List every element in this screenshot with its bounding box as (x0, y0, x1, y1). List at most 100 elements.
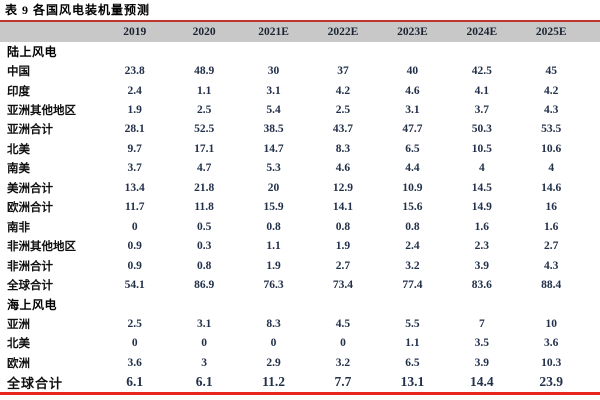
cell-value: 4 (548, 162, 555, 175)
cell-value: 2.4 (127, 84, 142, 97)
row-label: 南美 (7, 163, 30, 176)
cell-value: 4.2 (335, 84, 351, 97)
cell-value: 52.5 (194, 123, 215, 136)
row-label: 美洲合计 (7, 182, 53, 195)
row-label: 全球合计 (7, 375, 64, 391)
cell-value: 3.9 (474, 259, 489, 272)
column-header: 2025E (535, 26, 567, 38)
cell-value: 14.6 (541, 181, 562, 194)
cell-value: 83.6 (471, 278, 492, 291)
cell-value: 1.6 (544, 220, 559, 233)
cell-value: 4.4 (405, 162, 420, 175)
cell-value: 37 (337, 65, 349, 78)
cell-value: 4.6 (335, 162, 351, 175)
cell-value: 11.7 (124, 201, 145, 214)
table-row: 亚洲 2.5 3.1 8.3 4.5 5.5 7 10 (0, 314, 586, 333)
cell-value: 3.7 (474, 104, 489, 117)
cell-value: 3.2 (405, 259, 420, 272)
cell-value: 4.2 (544, 84, 559, 97)
cell-value: 6.1 (126, 374, 144, 390)
cell-value: 23.9 (539, 374, 564, 390)
cell-value: 6.5 (405, 356, 420, 369)
cell-value: 7.7 (334, 374, 352, 390)
cell-value: 15.6 (402, 201, 423, 214)
row-label: 全球合计 (7, 279, 53, 292)
table-row: 海上风电 (0, 295, 586, 314)
cell-value: 14.7 (263, 142, 284, 155)
cell-value: 16 (545, 201, 557, 214)
cell-value: 0.8 (196, 259, 212, 272)
cell-value: 1.9 (127, 104, 142, 117)
cell-value: 3.6 (544, 337, 559, 350)
cell-value: 10.3 (541, 356, 562, 369)
cell-value: 0.8 (266, 220, 281, 233)
cell-value: 2.4 (405, 240, 420, 253)
cell-value: 88.4 (541, 278, 562, 291)
row-label: 中国 (7, 66, 30, 79)
column-header: 2024E (466, 26, 498, 38)
table-row: 欧洲 3.6 3 2.9 3.2 6.5 3.9 10.3 (0, 353, 586, 372)
cell-value: 2.5 (335, 104, 351, 117)
cell-value: 0.9 (127, 259, 142, 272)
cell-value: 3.9 (474, 356, 489, 369)
cell-value: 3 (201, 356, 207, 369)
cell-value: 6.1 (195, 374, 213, 390)
row-label: 南非 (7, 221, 30, 234)
cell-value: 14.1 (332, 201, 354, 214)
cell-value: 0.5 (196, 220, 212, 233)
cell-value: 3.6 (127, 356, 142, 369)
cell-value: 3.2 (335, 356, 351, 369)
row-label: 欧洲 (7, 357, 30, 370)
cell-value: 9.7 (127, 142, 142, 155)
cell-value: 86.9 (194, 278, 215, 291)
cell-value: 42.5 (471, 65, 492, 78)
row-label: 非洲合计 (7, 260, 53, 273)
cell-value: 8.3 (335, 142, 351, 155)
cell-value: 40 (406, 65, 419, 78)
table-row: 中国 23.8 48.9 30 37 40 42.5 45 (0, 61, 586, 80)
column-header: 2021E (258, 26, 289, 38)
table-body: 陆上风电 中国 23.8 48.9 30 37 40 42.5 45 印度 2.4 1.1 3.1 4.2… (0, 42, 600, 392)
cell-value: 14.5 (471, 181, 492, 194)
cell-value: 43.7 (332, 123, 354, 136)
cell-value: 4.1 (474, 84, 489, 97)
column-header: 2022E (327, 26, 359, 38)
row-label: 陆上风电 (7, 45, 58, 60)
cell-value: 3.1 (266, 84, 281, 97)
cell-value: 20 (267, 181, 280, 194)
cell-value: 48.9 (194, 65, 215, 78)
cell-value: 10.9 (402, 181, 423, 194)
row-label: 亚洲其他地区 (7, 105, 76, 118)
cell-value: 3.5 (474, 337, 489, 350)
row-label: 欧洲合计 (7, 202, 53, 215)
cell-value: 14.9 (471, 201, 492, 214)
row-label: 亚洲 (7, 318, 30, 331)
cell-value: 21.8 (194, 181, 215, 194)
cell-value: 0 (131, 337, 138, 350)
table-title: 表 9 各国风电装机量预测 (5, 3, 151, 17)
cell-value: 76.3 (263, 278, 284, 291)
cell-value: 50.3 (471, 123, 492, 136)
cell-value: 2.9 (266, 356, 281, 369)
cell-value: 6.5 (405, 142, 420, 155)
cell-value: 4.7 (196, 162, 212, 175)
cell-value: 77.4 (402, 278, 423, 291)
bottom-rule (0, 392, 600, 395)
cell-value: 11.2 (262, 374, 285, 390)
cell-value: 12.9 (332, 181, 354, 194)
cell-value: 8.3 (266, 317, 281, 330)
cell-value: 2.7 (544, 240, 559, 253)
cell-value: 17.1 (194, 142, 215, 155)
cell-value: 1.1 (405, 337, 420, 350)
cell-value: 5.3 (266, 162, 281, 175)
cell-value: 10 (545, 317, 557, 330)
cell-value: 1.6 (474, 220, 489, 233)
row-label: 非洲其他地区 (7, 241, 76, 254)
cell-value: 10.6 (541, 142, 562, 155)
cell-value: 28.1 (124, 123, 145, 136)
cell-value: 2.5 (127, 317, 142, 330)
table-row: 非洲其他地区 0.9 0.3 1.1 1.9 2.4 2.3 2.7 (0, 236, 586, 255)
cell-value: 3.1 (405, 104, 420, 117)
cell-value: 1.1 (266, 240, 281, 253)
